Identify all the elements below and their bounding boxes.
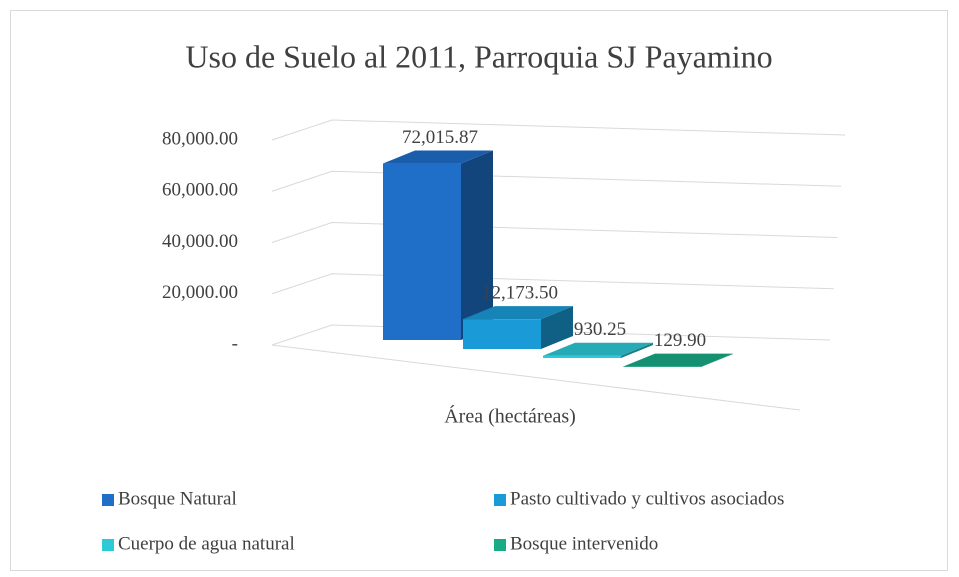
y-tick-label: 40,000.00 [162,231,238,252]
legend-swatch [494,539,506,551]
chart-title: Uso de Suelo al 2011, Parroquia SJ Payam… [185,38,772,74]
legend-label: Cuerpo de agua natural [118,533,295,554]
legend-label: Bosque Natural [118,488,237,509]
y-tick-label: - [232,333,238,354]
y-tick-label: 60,000.00 [162,180,238,201]
bar-top [463,306,573,320]
data-label: 72,015.87 [402,127,478,148]
grid-line [271,119,846,141]
grid-line [271,170,842,192]
bar-top [383,150,493,164]
bar-top [623,353,733,367]
legend-swatch [102,494,114,506]
legend-swatch [494,494,506,506]
bar-front [543,355,621,358]
data-label: 930.25 [574,319,626,340]
grid-line [271,273,834,295]
grid-line [271,324,831,346]
bar-side [621,342,653,358]
bar-side [541,306,573,349]
grid-line [271,221,838,243]
data-label: 129.90 [654,330,706,351]
floor-edge [271,344,801,411]
bar-side [701,353,733,367]
x-category-label: Área (hectáreas) [444,405,576,428]
bar-top [543,342,653,356]
bar-side [461,150,493,340]
bar-front [383,163,461,340]
data-label: 12,173.50 [482,283,558,304]
legend-label: Pasto cultivado y cultivos asociados [510,488,784,509]
y-tick-label: 20,000.00 [162,282,238,303]
bar-front [463,319,541,349]
legend-swatch [102,539,114,551]
y-tick-label: 80,000.00 [162,128,238,149]
legend-label: Bosque intervenido [510,533,658,554]
